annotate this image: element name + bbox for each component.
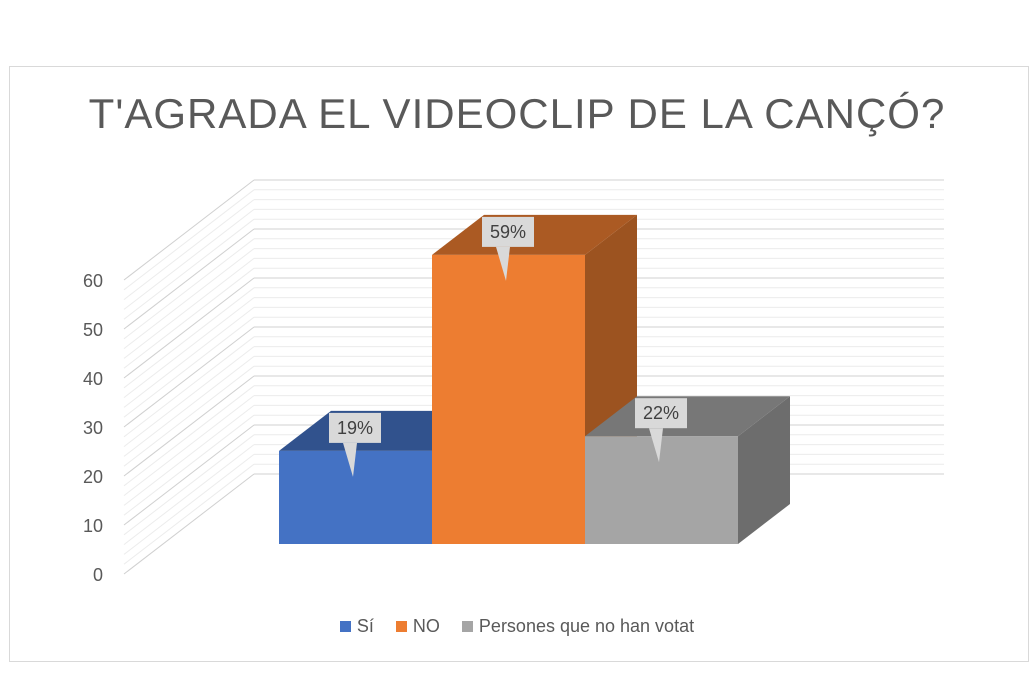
data-label-box bbox=[482, 216, 534, 247]
bar bbox=[432, 254, 585, 544]
legend-swatch-no-vote bbox=[461, 621, 473, 632]
side-wall-gridline bbox=[123, 199, 255, 300]
legend: Sí NO Persones que no han votat bbox=[0, 616, 1034, 637]
bar bbox=[279, 450, 432, 544]
bar-side-face bbox=[738, 396, 790, 544]
side-wall-gridline bbox=[123, 307, 255, 408]
side-wall-gridline bbox=[123, 238, 255, 340]
side-wall-gridline bbox=[123, 218, 255, 320]
side-wall-gridline bbox=[123, 434, 255, 536]
side-wall-gridline bbox=[123, 405, 255, 506]
data-label: 59% bbox=[490, 222, 526, 242]
side-wall-gridline bbox=[123, 375, 255, 477]
side-wall-gridline bbox=[123, 209, 255, 310]
side-wall-gridline bbox=[123, 473, 255, 575]
side-wall-gridline bbox=[123, 179, 255, 281]
side-wall-gridline bbox=[123, 189, 255, 291]
side-wall-gridline bbox=[123, 414, 255, 516]
data-label: 19% bbox=[337, 418, 373, 438]
side-wall-gridline bbox=[123, 395, 255, 496]
chart-title: T'AGRADA EL VIDEOCLIP DE LA CANÇÓ? bbox=[88, 90, 946, 137]
y-tick-label: 40 bbox=[83, 369, 103, 389]
side-wall-gridline bbox=[123, 356, 255, 457]
legend-entry-no-vote: Persones que no han votat bbox=[461, 616, 695, 637]
side-wall-gridline bbox=[123, 297, 255, 398]
y-tick-label: 10 bbox=[83, 516, 103, 536]
legend-swatch-si bbox=[339, 621, 351, 632]
y-tick-label: 50 bbox=[83, 320, 103, 340]
side-wall-gridline bbox=[123, 267, 255, 369]
bar bbox=[585, 436, 738, 544]
legend-swatch-no bbox=[395, 621, 407, 632]
data-label: 22% bbox=[643, 403, 679, 423]
legend-label-si: Sí bbox=[356, 616, 374, 636]
side-wall-gridline bbox=[123, 444, 255, 545]
data-label-pointer bbox=[649, 428, 663, 463]
legend-entry-no: NO bbox=[395, 616, 440, 637]
data-label-pointer bbox=[343, 442, 357, 477]
side-wall-gridline bbox=[123, 326, 255, 428]
legend-label-no: NO bbox=[412, 616, 440, 636]
side-wall-gridline bbox=[123, 424, 255, 526]
side-wall-gridline bbox=[123, 365, 255, 467]
side-wall-gridline bbox=[123, 277, 255, 379]
legend-label-no-vote: Persones que no han votat bbox=[478, 616, 695, 636]
side-wall-gridline bbox=[123, 454, 255, 555]
side-wall-gridline bbox=[123, 287, 255, 389]
side-wall-gridline bbox=[123, 385, 255, 487]
y-tick-label: 0 bbox=[93, 565, 103, 585]
side-wall-gridline bbox=[123, 228, 255, 330]
y-tick-label: 60 bbox=[83, 271, 103, 291]
y-tick-label: 20 bbox=[83, 467, 103, 487]
data-label-box bbox=[635, 398, 687, 429]
side-wall-gridline bbox=[123, 316, 255, 418]
y-tick-label: 30 bbox=[83, 418, 103, 438]
side-wall-gridline bbox=[123, 258, 255, 359]
legend-entry-si: Sí bbox=[339, 616, 374, 637]
data-label-box bbox=[329, 412, 381, 443]
side-wall-gridline bbox=[123, 248, 255, 349]
side-wall-gridline bbox=[123, 336, 255, 438]
data-label-pointer bbox=[496, 246, 510, 281]
side-wall-gridline bbox=[123, 463, 255, 565]
side-wall-gridline bbox=[123, 346, 255, 447]
